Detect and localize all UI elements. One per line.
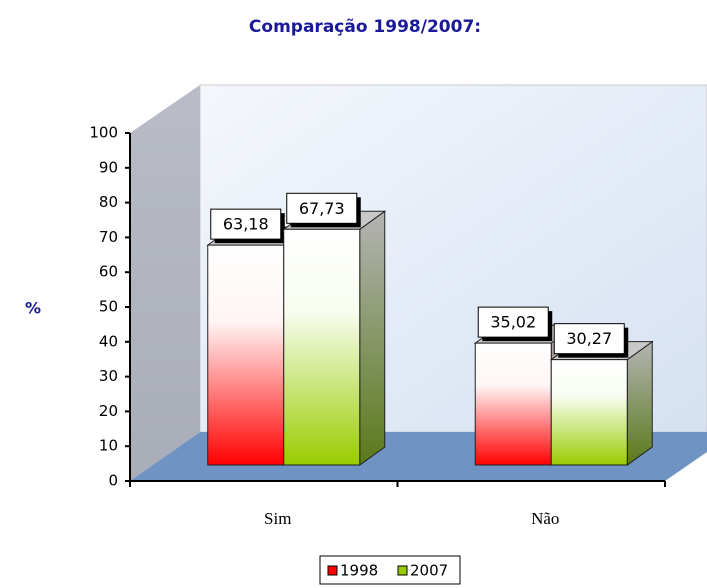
bar <box>475 343 551 465</box>
y-tick-label: 70 <box>99 228 118 246</box>
legend-swatch <box>398 566 407 575</box>
value-label: 63,18 <box>223 215 269 234</box>
x-tick-label: Sim <box>264 509 291 528</box>
legend-label: 1998 <box>340 562 378 580</box>
y-tick-label: 20 <box>99 402 118 420</box>
legend-label: 2007 <box>410 562 448 580</box>
x-tick-label: Não <box>531 509 559 528</box>
y-tick-label: 60 <box>99 263 118 281</box>
legend-swatch <box>328 566 337 575</box>
bar <box>284 229 360 465</box>
y-tick-label: 90 <box>99 158 118 176</box>
chart-title: Comparação 1998/2007: <box>249 17 481 37</box>
value-label: 35,02 <box>490 313 536 332</box>
side-wall <box>130 85 200 481</box>
bar-side <box>360 211 385 465</box>
value-label: 67,73 <box>299 199 345 218</box>
bar <box>551 360 627 465</box>
y-tick-label: 100 <box>89 124 118 142</box>
y-tick-label: 80 <box>99 193 118 211</box>
legend: 1998 2007 <box>320 556 460 584</box>
bar-side <box>627 342 652 465</box>
value-label: 30,27 <box>566 329 612 348</box>
bar <box>208 245 284 465</box>
y-tick-label: 30 <box>99 367 118 385</box>
y-tick-label: 0 <box>108 472 118 490</box>
y-tick-label: 10 <box>99 437 118 455</box>
chart: Comparação 1998/2007: % 1998 2007 0 10 20 30… <box>0 0 707 588</box>
y-tick-label: 50 <box>99 298 118 316</box>
y-tick-label: 40 <box>99 332 118 350</box>
y-axis-label: % <box>25 299 41 318</box>
